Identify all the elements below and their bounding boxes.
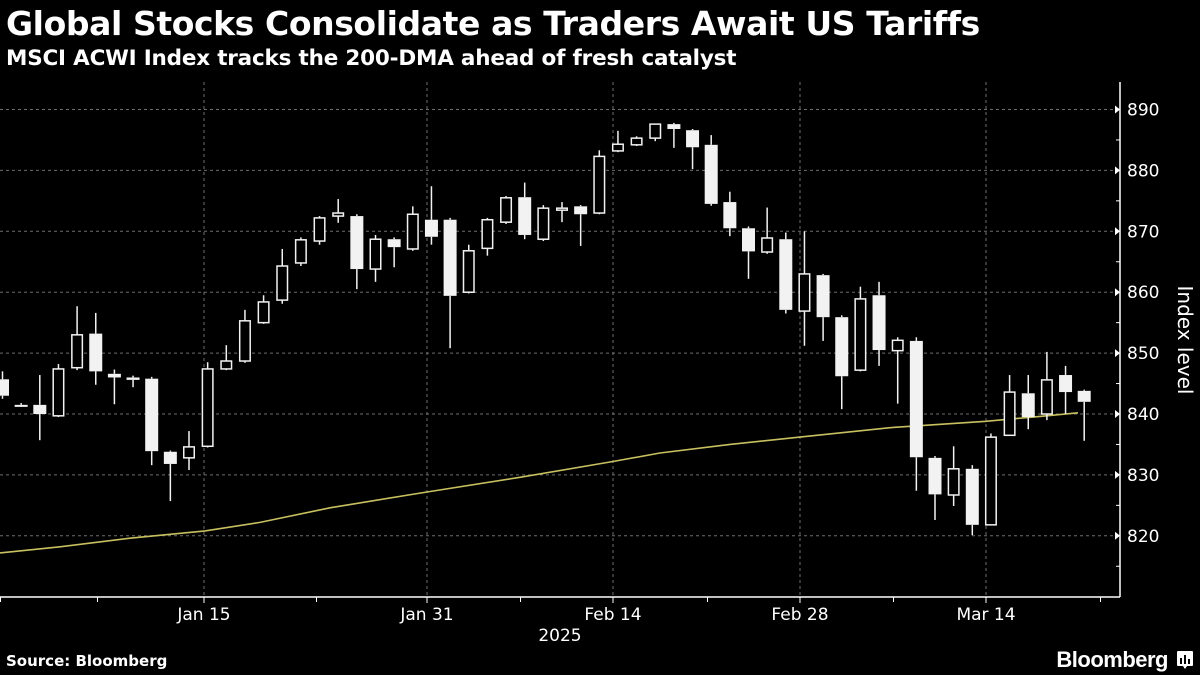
candle: [667, 122, 681, 148]
y-tick-label: 890: [1127, 101, 1159, 121]
candle: [1077, 389, 1091, 441]
candle: [593, 150, 606, 215]
x-tick-label: Jan 15: [176, 605, 230, 625]
candle: [52, 364, 65, 418]
candle: [928, 456, 942, 520]
candle: [145, 376, 159, 466]
candle: [163, 450, 177, 502]
candle: [611, 130, 624, 153]
candle: [201, 362, 214, 448]
chart-title: Global Stocks Consolidate as Traders Awa…: [6, 4, 980, 43]
candle: [276, 248, 289, 304]
candle: [686, 128, 700, 170]
candle: [816, 273, 830, 341]
candle: [443, 217, 457, 349]
candle: [649, 123, 662, 142]
candles: [0, 122, 1091, 536]
axes: [0, 82, 1121, 598]
candle: [89, 312, 103, 385]
candle: [332, 199, 345, 223]
y-tick-label: 850: [1127, 344, 1159, 364]
candle: [350, 214, 364, 290]
y-axis-title: Index level: [1173, 286, 1197, 395]
x-tick-label: Mar 14: [956, 605, 1015, 625]
y-tick-label: 840: [1127, 405, 1159, 425]
candle: [518, 182, 532, 240]
x-tick-label: Jan 31: [399, 605, 453, 625]
candle: [126, 375, 140, 388]
candle: [1059, 365, 1073, 414]
candle: [183, 431, 195, 471]
candle: [872, 281, 886, 366]
candle: [630, 136, 643, 147]
moving-average-line: [0, 412, 1079, 554]
candle: [742, 226, 755, 279]
candle: [313, 216, 326, 245]
candle: [704, 135, 718, 206]
candle: [798, 231, 811, 346]
candle: [424, 186, 438, 245]
source-note: Source: Bloomberg: [6, 652, 168, 670]
candle: [574, 205, 588, 246]
candle: [107, 369, 121, 405]
y-tick-label: 830: [1127, 466, 1159, 486]
candle: [33, 375, 47, 441]
candle: [835, 315, 849, 410]
candle: [71, 306, 84, 371]
y-tick-label: 880: [1127, 161, 1159, 181]
candle: [891, 337, 904, 404]
candle: [294, 237, 307, 267]
x-axis-ticks: Jan 15 Jan 31 Feb 14 Feb 28 Mar 14: [0, 597, 1101, 625]
candle: [761, 207, 774, 254]
bloomberg-logo: Bloomberg: [1056, 647, 1168, 672]
candle: [14, 403, 28, 407]
candle: [779, 232, 793, 314]
candle: [854, 286, 867, 372]
candle: [387, 237, 401, 268]
x-tick-label: Feb 28: [771, 605, 828, 625]
candle: [220, 345, 233, 371]
chart-subtitle: MSCI ACWI Index tracks the 200-DMA ahead…: [6, 46, 737, 71]
candle: [909, 337, 923, 491]
candle: [238, 309, 251, 363]
y-axis-ticks: 820 830 840 850 860 870 880 890: [1115, 101, 1159, 567]
y-tick-label: 870: [1127, 222, 1159, 242]
candle: [462, 244, 475, 294]
candle: [1040, 351, 1053, 421]
candle: [369, 234, 382, 282]
y-tick-label: 860: [1127, 283, 1159, 303]
x-tick-label: Feb 14: [584, 605, 641, 625]
candle: [965, 465, 979, 536]
candle: [257, 295, 270, 324]
candle: [0, 371, 9, 399]
candle: [537, 205, 550, 242]
candle: [406, 206, 419, 251]
y-tick-label: 820: [1127, 527, 1159, 547]
bloomberg-chart-icon: [1177, 651, 1193, 669]
candle: [984, 433, 997, 526]
candle: [947, 446, 960, 506]
x-axis-year-label: 2025: [538, 626, 581, 646]
candle: [1021, 375, 1035, 430]
candle: [723, 191, 737, 237]
candle: [556, 202, 568, 223]
candle: [500, 195, 513, 224]
candle: [1003, 375, 1016, 437]
candle: [481, 217, 494, 256]
gridlines: [0, 82, 1114, 597]
